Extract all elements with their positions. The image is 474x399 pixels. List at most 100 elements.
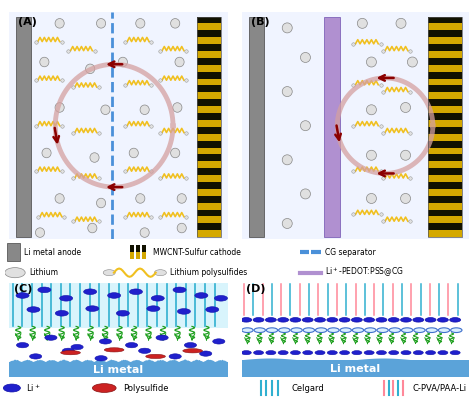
- Bar: [197, 182, 221, 189]
- Bar: [16, 16, 31, 237]
- Circle shape: [83, 289, 97, 294]
- Circle shape: [29, 354, 42, 359]
- Circle shape: [290, 318, 301, 322]
- Circle shape: [303, 351, 313, 355]
- Circle shape: [366, 105, 376, 115]
- Bar: [428, 216, 463, 223]
- Circle shape: [155, 270, 166, 276]
- Circle shape: [254, 351, 264, 355]
- Text: C-PVA/PAA-Li: C-PVA/PAA-Li: [412, 383, 466, 393]
- Circle shape: [357, 18, 367, 28]
- Bar: [197, 209, 221, 216]
- Circle shape: [377, 328, 388, 332]
- Bar: [428, 79, 463, 85]
- Text: Li$^+$-PEDOT:PSS@CG: Li$^+$-PEDOT:PSS@CG: [325, 266, 404, 279]
- Bar: [428, 134, 463, 140]
- Circle shape: [327, 351, 337, 355]
- Circle shape: [389, 351, 399, 355]
- Circle shape: [438, 351, 448, 355]
- Text: Lithium: Lithium: [29, 268, 58, 277]
- Circle shape: [265, 318, 276, 322]
- Bar: [428, 16, 463, 237]
- Circle shape: [138, 348, 151, 354]
- Circle shape: [175, 57, 184, 67]
- Bar: [197, 72, 221, 79]
- Bar: [197, 230, 221, 237]
- Circle shape: [45, 335, 57, 340]
- Circle shape: [169, 354, 181, 359]
- Circle shape: [177, 194, 186, 203]
- Bar: [197, 79, 221, 85]
- Circle shape: [301, 52, 310, 63]
- Circle shape: [282, 155, 292, 165]
- Text: MWCNT-Sulfur cathode: MWCNT-Sulfur cathode: [154, 247, 241, 257]
- Bar: [428, 168, 463, 175]
- Circle shape: [55, 310, 68, 316]
- Bar: [428, 230, 463, 237]
- Bar: [197, 168, 221, 175]
- Circle shape: [147, 306, 160, 311]
- Text: Li$^+$: Li$^+$: [26, 382, 41, 394]
- Bar: [130, 245, 134, 252]
- Circle shape: [425, 318, 436, 322]
- Bar: [428, 92, 463, 99]
- Text: (B): (B): [251, 16, 269, 26]
- Circle shape: [140, 228, 149, 237]
- Circle shape: [156, 335, 168, 340]
- Bar: [428, 24, 463, 30]
- Circle shape: [16, 293, 29, 298]
- Circle shape: [291, 328, 302, 332]
- Circle shape: [173, 103, 182, 112]
- Circle shape: [88, 223, 97, 233]
- Bar: [136, 245, 140, 252]
- Circle shape: [364, 351, 374, 355]
- Circle shape: [279, 328, 290, 332]
- Circle shape: [42, 148, 51, 158]
- Text: CG separator: CG separator: [325, 247, 376, 257]
- Bar: [428, 58, 463, 65]
- Circle shape: [413, 351, 423, 355]
- Circle shape: [101, 105, 110, 115]
- Circle shape: [62, 348, 74, 354]
- Text: Li metal: Li metal: [93, 365, 144, 375]
- Bar: [428, 140, 463, 148]
- Bar: [197, 223, 221, 230]
- Bar: [197, 120, 221, 127]
- Circle shape: [129, 148, 138, 158]
- Circle shape: [291, 351, 301, 355]
- Bar: [197, 24, 221, 30]
- Circle shape: [315, 351, 325, 355]
- Circle shape: [206, 307, 219, 312]
- Circle shape: [38, 287, 51, 293]
- Circle shape: [136, 19, 145, 28]
- Circle shape: [90, 153, 99, 162]
- Bar: [324, 16, 339, 237]
- Circle shape: [266, 351, 276, 355]
- Ellipse shape: [146, 354, 165, 359]
- Bar: [197, 216, 221, 223]
- Bar: [7, 243, 20, 261]
- Circle shape: [413, 318, 424, 322]
- Bar: [197, 106, 221, 113]
- Bar: [136, 252, 140, 259]
- Circle shape: [55, 194, 64, 203]
- Text: Polysulfide: Polysulfide: [123, 383, 169, 393]
- Bar: [428, 127, 463, 134]
- Bar: [428, 203, 463, 209]
- Circle shape: [389, 328, 401, 332]
- Circle shape: [327, 318, 338, 322]
- Circle shape: [60, 296, 73, 301]
- Bar: [130, 252, 134, 259]
- Bar: [9, 283, 228, 328]
- Text: Celgard: Celgard: [292, 383, 324, 393]
- Bar: [242, 360, 469, 377]
- Bar: [428, 148, 463, 154]
- Bar: [428, 51, 463, 58]
- Circle shape: [195, 293, 208, 298]
- Bar: [428, 106, 463, 113]
- Circle shape: [376, 318, 387, 322]
- Circle shape: [388, 318, 399, 322]
- Circle shape: [171, 148, 180, 158]
- Bar: [197, 16, 221, 24]
- Circle shape: [241, 351, 251, 355]
